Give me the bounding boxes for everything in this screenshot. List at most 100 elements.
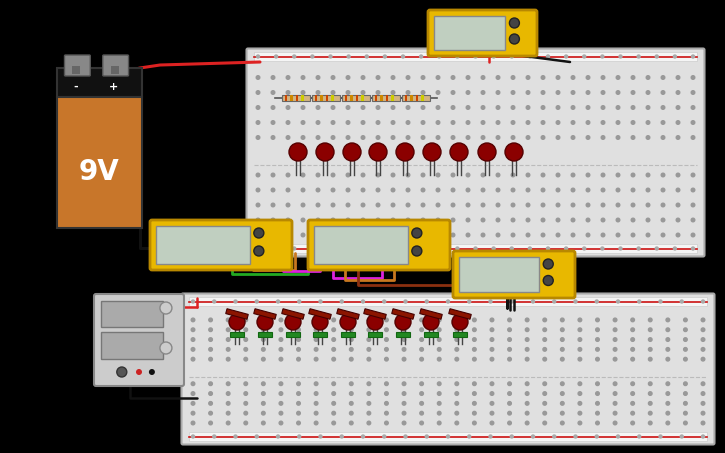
- Bar: [57, 97, 142, 228]
- Circle shape: [191, 338, 195, 342]
- Bar: [421, 95, 424, 101]
- Circle shape: [481, 120, 485, 124]
- Circle shape: [392, 91, 395, 94]
- Circle shape: [271, 218, 275, 222]
- Circle shape: [279, 401, 283, 405]
- Circle shape: [543, 259, 553, 269]
- Circle shape: [661, 188, 665, 192]
- Circle shape: [256, 76, 260, 79]
- Circle shape: [666, 318, 670, 322]
- Circle shape: [331, 173, 335, 177]
- Circle shape: [421, 173, 425, 177]
- Circle shape: [595, 435, 598, 438]
- Circle shape: [234, 300, 237, 303]
- Circle shape: [254, 228, 264, 238]
- Bar: [296, 95, 299, 101]
- Circle shape: [496, 136, 500, 140]
- Circle shape: [406, 76, 410, 79]
- Circle shape: [616, 435, 619, 438]
- Circle shape: [511, 136, 515, 140]
- Circle shape: [601, 106, 605, 109]
- Circle shape: [556, 203, 560, 207]
- Circle shape: [436, 136, 440, 140]
- Circle shape: [262, 318, 265, 322]
- Circle shape: [616, 76, 620, 79]
- Circle shape: [244, 347, 247, 351]
- Circle shape: [571, 173, 575, 177]
- Circle shape: [637, 247, 640, 250]
- Circle shape: [255, 435, 258, 438]
- Circle shape: [481, 76, 485, 79]
- Circle shape: [311, 247, 314, 250]
- Circle shape: [676, 233, 680, 237]
- Circle shape: [361, 233, 365, 237]
- Circle shape: [587, 136, 590, 140]
- Circle shape: [701, 347, 705, 351]
- Circle shape: [543, 328, 547, 332]
- Circle shape: [209, 347, 212, 351]
- Circle shape: [616, 218, 620, 222]
- Circle shape: [552, 300, 556, 303]
- Circle shape: [385, 338, 389, 342]
- Circle shape: [496, 120, 500, 124]
- Circle shape: [297, 382, 300, 386]
- Circle shape: [526, 357, 529, 361]
- Circle shape: [331, 136, 335, 140]
- Circle shape: [392, 188, 395, 192]
- Circle shape: [347, 203, 349, 207]
- Circle shape: [646, 136, 650, 140]
- Circle shape: [315, 401, 318, 405]
- Circle shape: [481, 218, 485, 222]
- Circle shape: [526, 106, 530, 109]
- Circle shape: [437, 382, 441, 386]
- Circle shape: [473, 382, 476, 386]
- Circle shape: [437, 338, 441, 342]
- Circle shape: [556, 76, 560, 79]
- Circle shape: [631, 136, 635, 140]
- Circle shape: [661, 173, 665, 177]
- Circle shape: [315, 347, 318, 351]
- Circle shape: [385, 382, 389, 386]
- Circle shape: [541, 106, 544, 109]
- Circle shape: [526, 318, 529, 322]
- Circle shape: [392, 106, 395, 109]
- Circle shape: [402, 421, 406, 425]
- Circle shape: [437, 357, 441, 361]
- Circle shape: [420, 347, 423, 351]
- Circle shape: [481, 173, 485, 177]
- Circle shape: [613, 382, 617, 386]
- Circle shape: [556, 188, 560, 192]
- Circle shape: [492, 247, 495, 250]
- FancyBboxPatch shape: [428, 10, 537, 56]
- Circle shape: [560, 318, 564, 322]
- Circle shape: [702, 435, 705, 438]
- Circle shape: [578, 357, 581, 361]
- Circle shape: [361, 218, 365, 222]
- Bar: [72, 66, 80, 74]
- Circle shape: [638, 300, 641, 303]
- Circle shape: [279, 328, 283, 332]
- Circle shape: [676, 203, 680, 207]
- Circle shape: [666, 382, 670, 386]
- Circle shape: [511, 76, 515, 79]
- Circle shape: [466, 120, 470, 124]
- Circle shape: [676, 136, 680, 140]
- FancyBboxPatch shape: [181, 294, 715, 444]
- Circle shape: [244, 318, 247, 322]
- Circle shape: [648, 318, 652, 322]
- Circle shape: [315, 382, 318, 386]
- Bar: [313, 332, 327, 337]
- Circle shape: [437, 318, 441, 322]
- Circle shape: [365, 55, 368, 58]
- Circle shape: [262, 421, 265, 425]
- Circle shape: [541, 120, 544, 124]
- Circle shape: [529, 247, 531, 250]
- Circle shape: [481, 106, 485, 109]
- Bar: [434, 16, 505, 50]
- Circle shape: [256, 233, 260, 237]
- Bar: [405, 95, 407, 101]
- Circle shape: [331, 91, 335, 94]
- Circle shape: [507, 347, 511, 351]
- Circle shape: [316, 203, 320, 207]
- Circle shape: [578, 411, 581, 415]
